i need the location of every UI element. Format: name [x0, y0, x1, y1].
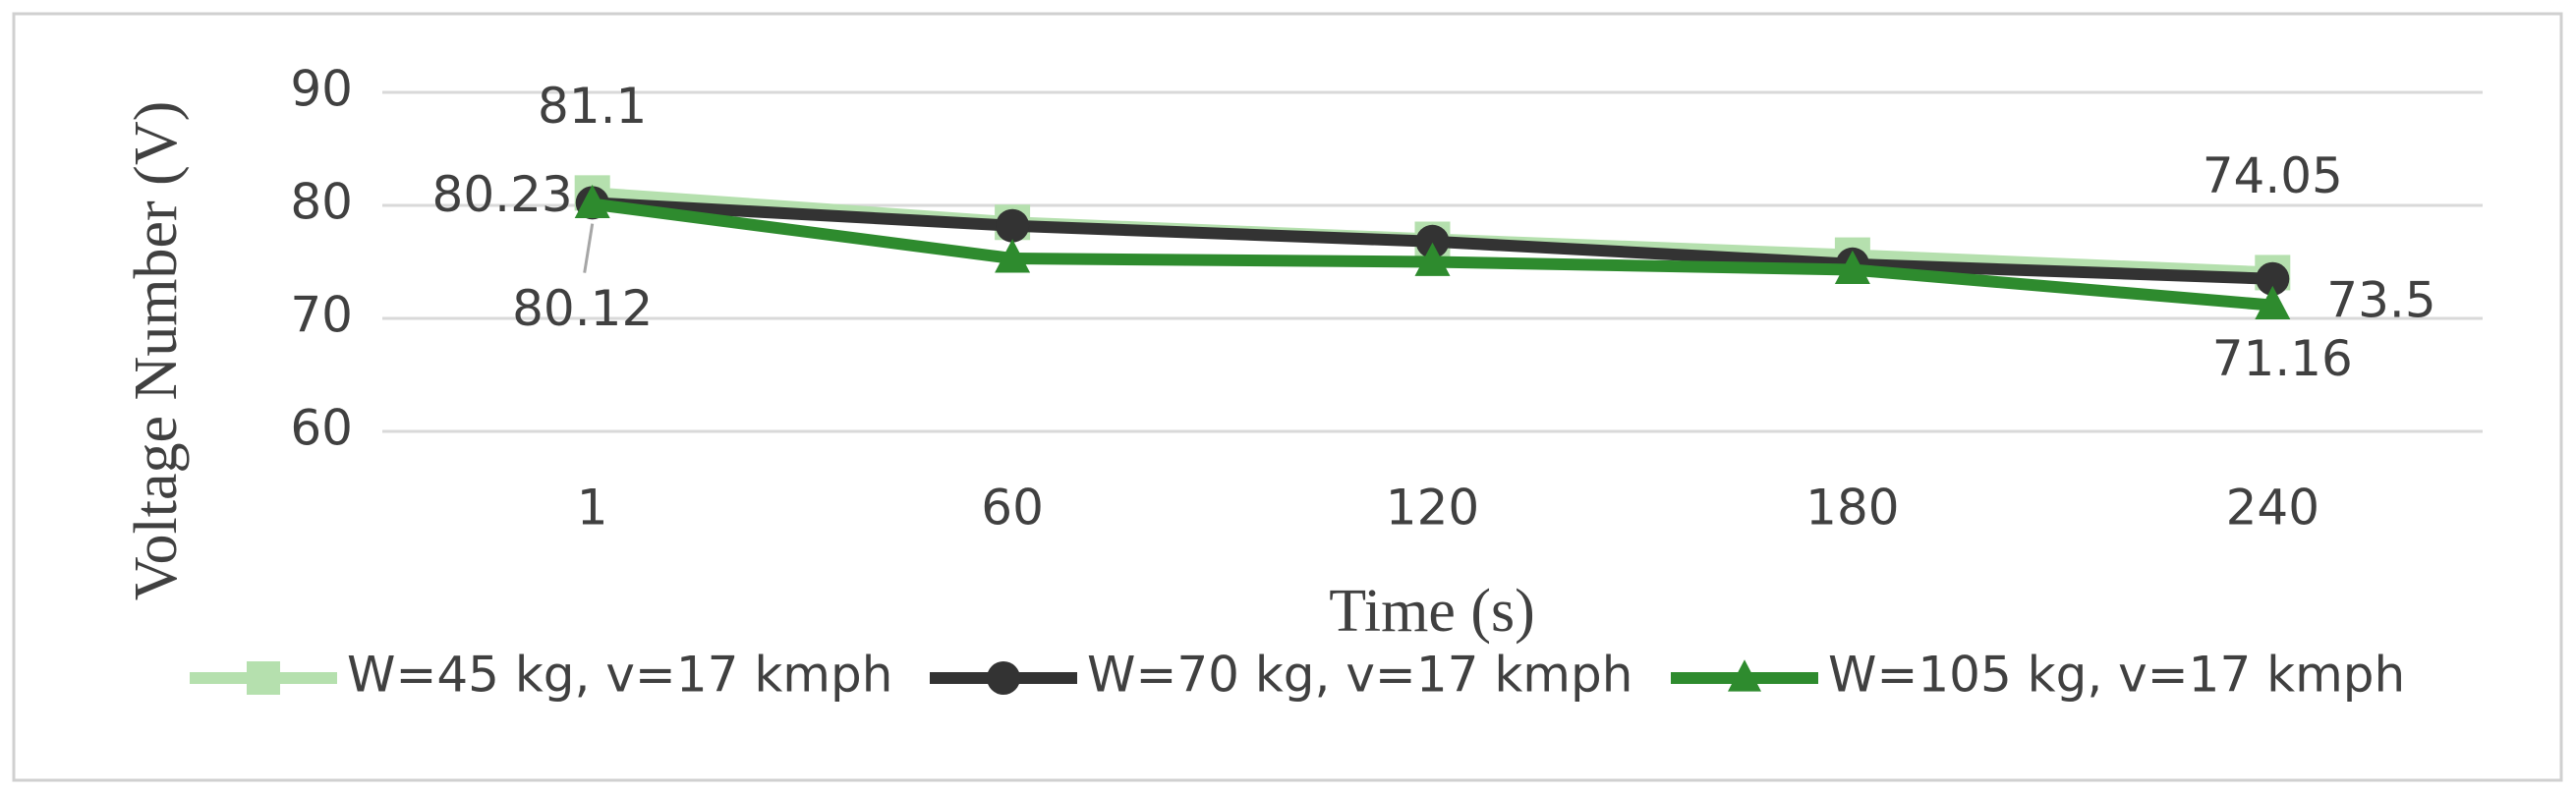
data-label: 74.05 [2203, 147, 2343, 204]
legend-label: W=70 kg, v=17 kmph [1087, 647, 1632, 704]
y-tick-label: 90 [290, 61, 353, 118]
data-label: 71.16 [2212, 330, 2353, 387]
x-tick-label: 1 [577, 480, 608, 537]
marker [2256, 261, 2290, 296]
data-label: 81.1 [538, 78, 647, 135]
marker [987, 661, 1020, 695]
leader-line [583, 223, 595, 273]
x-tick-label: 120 [1386, 480, 1479, 537]
marker [1728, 659, 1761, 692]
y-axis-title: Voltage Number (V) [123, 101, 190, 601]
data-label: 73.5 [2326, 271, 2435, 328]
data-label: 80.23 [432, 166, 573, 223]
marker [574, 184, 610, 219]
y-tick-label: 80 [290, 174, 353, 231]
marker [2255, 285, 2291, 320]
marker [1414, 242, 1451, 276]
x-axis-title: Time (s) [1329, 578, 1535, 645]
x-tick-label: 180 [1805, 480, 1899, 537]
chart-border [12, 12, 2563, 782]
y-tick-label: 70 [290, 287, 353, 344]
data-label: 80.12 [512, 280, 653, 337]
x-tick-label: 60 [981, 480, 1044, 537]
marker [995, 239, 1031, 273]
marker [1415, 224, 1450, 258]
marker [996, 208, 1030, 243]
legend-label: W=45 kg, v=17 kmph [347, 647, 892, 704]
y-tick-label: 60 [290, 400, 353, 457]
x-tick-label: 240 [2226, 480, 2319, 537]
legend-label: W=105 kg, v=17 kmph [1828, 647, 2405, 704]
marker [247, 661, 280, 695]
marker [1834, 250, 1870, 284]
